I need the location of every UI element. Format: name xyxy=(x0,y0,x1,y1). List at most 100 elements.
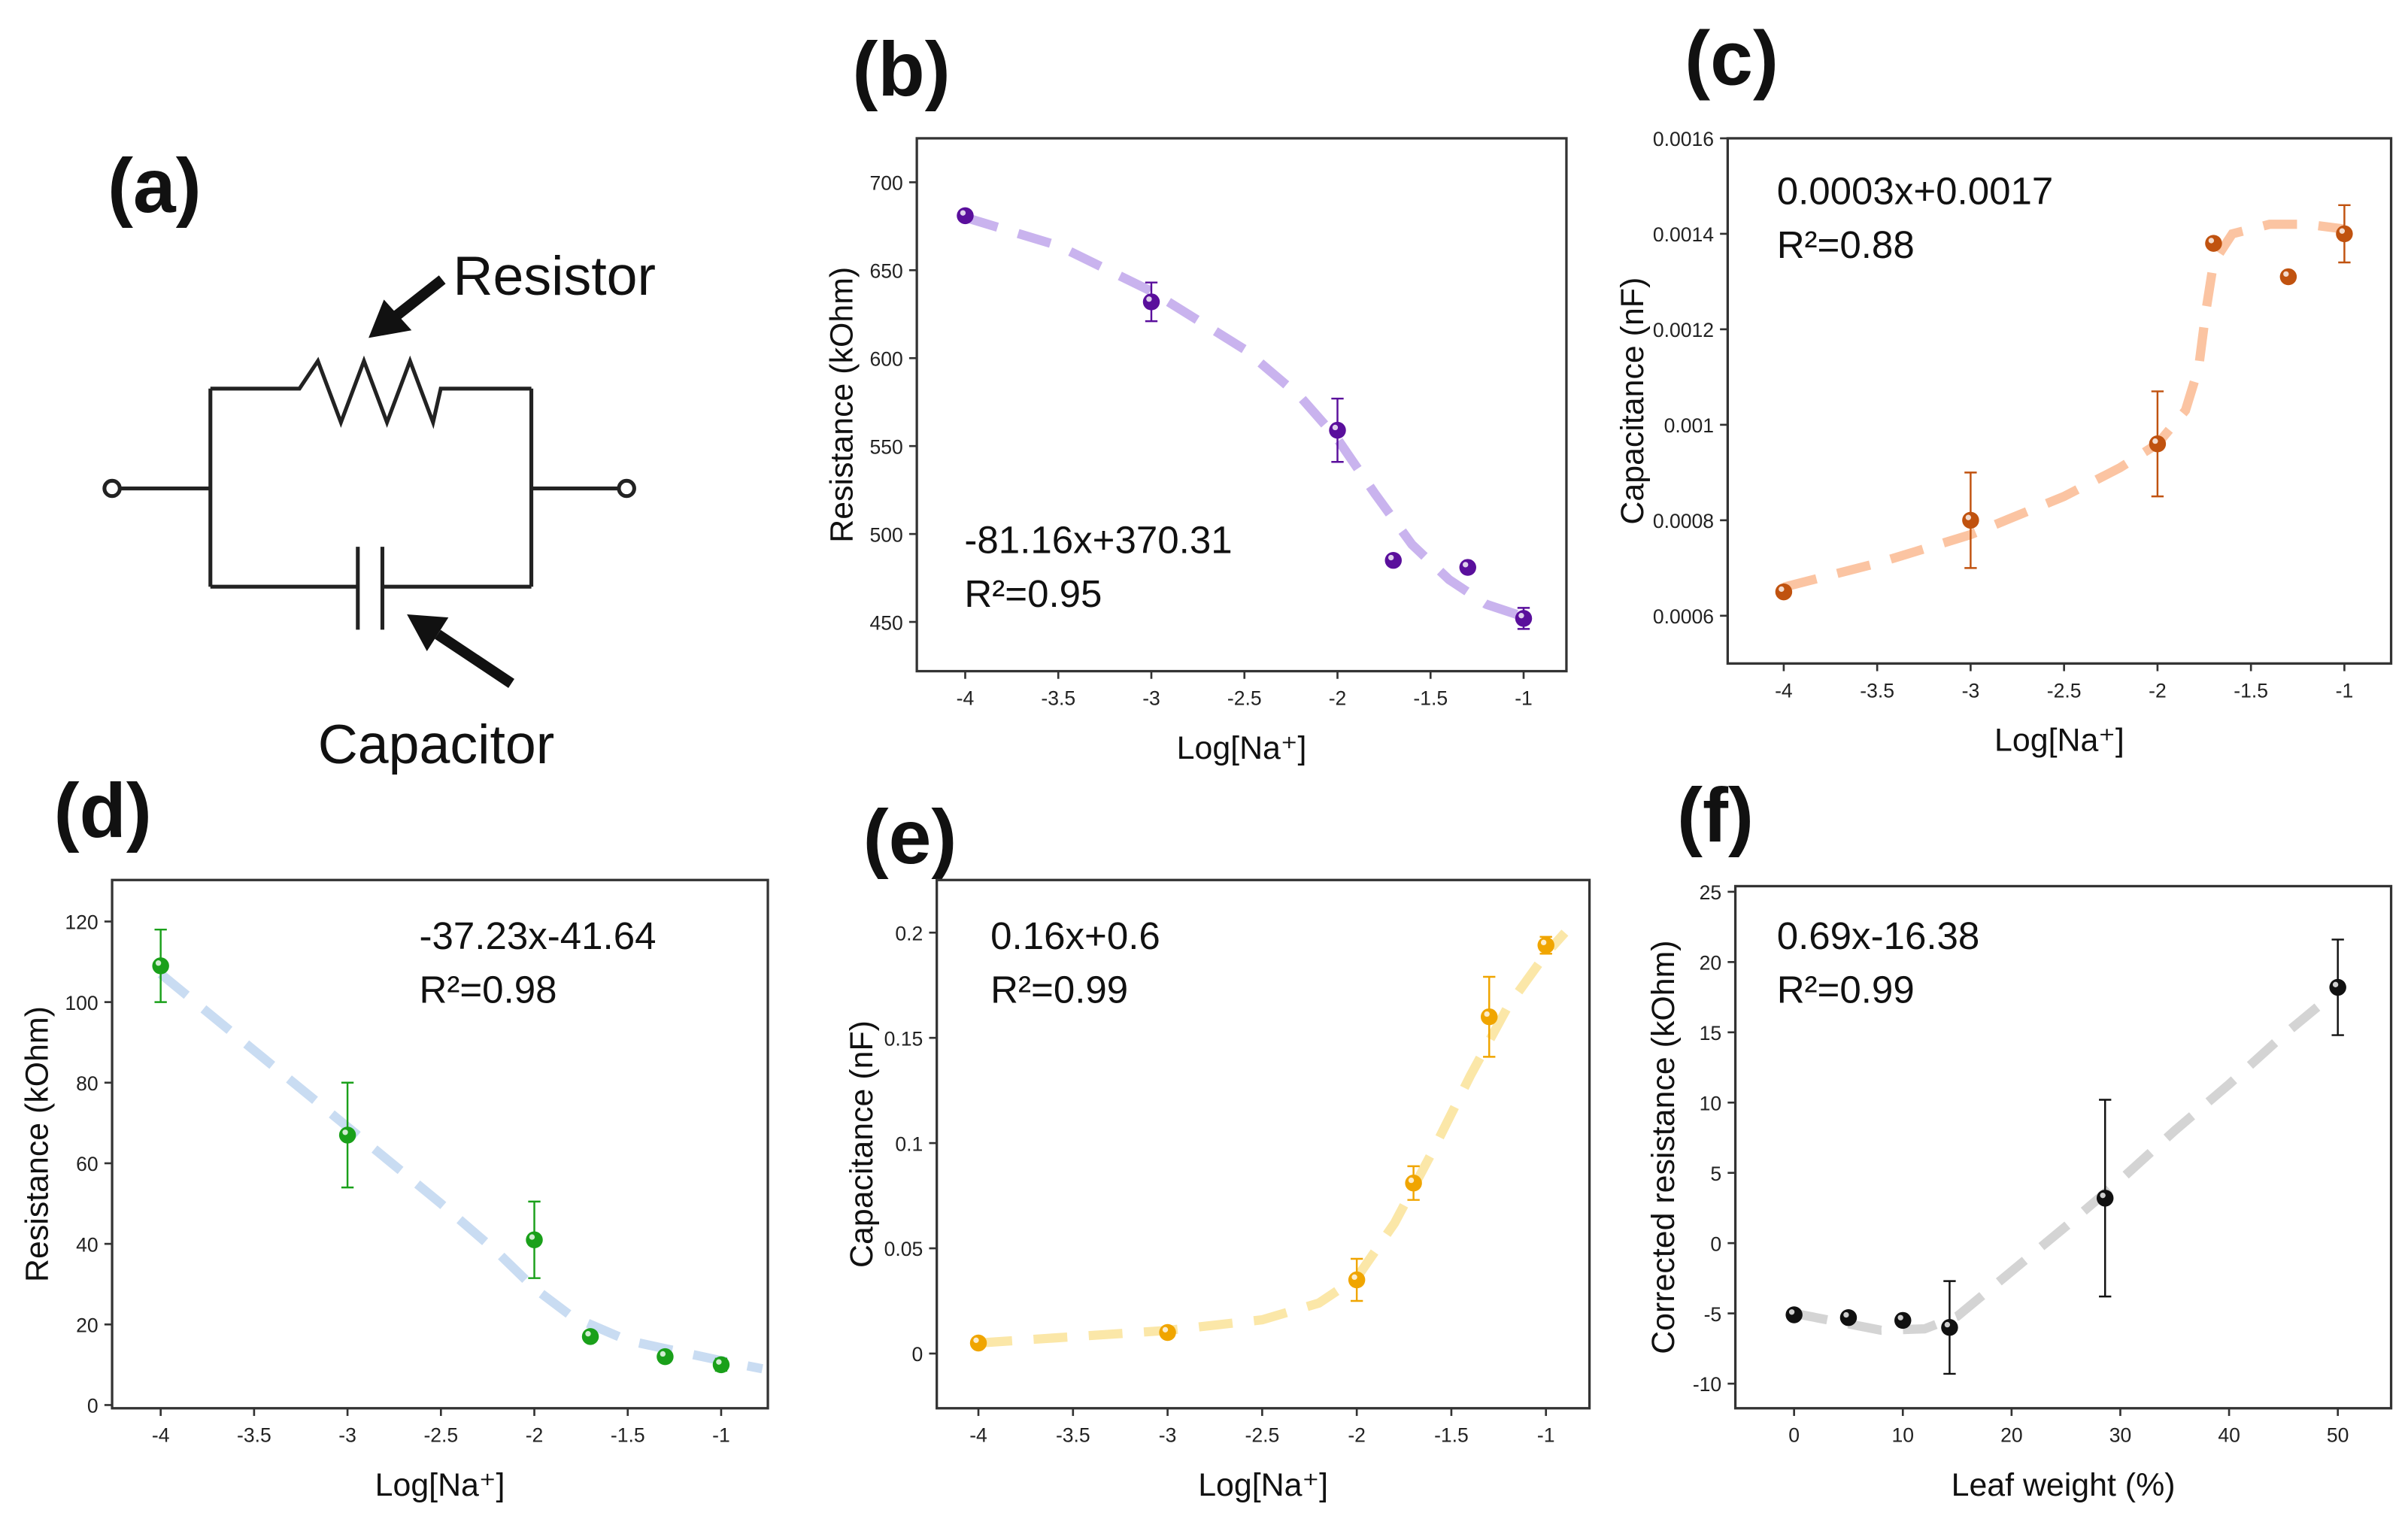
r-squared: R²=0.99 xyxy=(990,969,1128,1011)
marker xyxy=(2149,435,2167,453)
r-squared: R²=0.99 xyxy=(1777,969,1915,1011)
x-tick-label: -2 xyxy=(526,1424,544,1447)
marker-highlight xyxy=(1351,1274,1357,1281)
x-tick-label: 0 xyxy=(1788,1424,1800,1447)
x-tick-label: -2.5 xyxy=(2047,679,2082,702)
marker-highlight xyxy=(1463,562,1469,568)
marker-highlight xyxy=(1843,1311,1849,1318)
data-point xyxy=(1481,975,1498,1058)
data-point xyxy=(1142,281,1160,323)
chart-b: -4 -3.5 -3 -2.5 -2 -1.5 -1 450 500 550 600 650 700 Lo… xyxy=(823,137,1568,766)
x-tick-label: 10 xyxy=(1891,1424,1914,1447)
data-point xyxy=(957,207,974,225)
y-tick-label: 0.0008 xyxy=(1653,510,1714,532)
data-point xyxy=(1159,1323,1176,1342)
marker-highlight xyxy=(716,1359,722,1365)
arrow-icon xyxy=(368,275,446,338)
marker xyxy=(581,1328,599,1345)
marker-highlight xyxy=(1518,613,1524,619)
y-tick-label: -5 xyxy=(1704,1303,1722,1326)
y-axis-label: Capacitance (nF) xyxy=(844,1020,880,1268)
y-tick-label: 700 xyxy=(869,172,902,195)
x-tick-label: -4 xyxy=(969,1424,987,1447)
marker xyxy=(1894,1311,1912,1329)
x-tick-label: -3 xyxy=(1159,1424,1177,1447)
x-tick-label: -2 xyxy=(1329,687,1347,709)
panel-label-f: (f) xyxy=(1677,772,1754,858)
y-tick-label: 120 xyxy=(65,911,98,934)
y-tick-label: 0.001 xyxy=(1664,414,1714,437)
arrow-icon xyxy=(407,614,514,688)
marker xyxy=(526,1231,543,1248)
marker xyxy=(1348,1271,1366,1289)
data-point xyxy=(581,1328,599,1345)
y-tick-label: 0 xyxy=(87,1395,99,1417)
marker-highlight xyxy=(2332,981,2339,987)
x-axis-label: Log[Na⁺] xyxy=(375,1467,505,1503)
x-tick-label: -4 xyxy=(152,1424,170,1447)
x-tick-label: -1 xyxy=(1515,687,1533,709)
r-squared: R²=0.95 xyxy=(964,572,1102,615)
marker xyxy=(2205,235,2222,252)
data-point xyxy=(1459,559,1476,576)
x-tick-label: -1 xyxy=(2336,679,2354,702)
terminal-right xyxy=(617,478,636,499)
marker xyxy=(1384,551,1402,569)
x-tick-label: -4 xyxy=(1775,679,1793,702)
x-axis-label: Leaf weight (%) xyxy=(1952,1467,2176,1503)
terminal-left xyxy=(102,478,122,499)
data-point xyxy=(1329,397,1346,463)
marker xyxy=(957,207,974,225)
marker xyxy=(1515,610,1533,627)
y-tick-label: 650 xyxy=(869,260,902,283)
data-point xyxy=(1941,1280,1958,1375)
panel-label-d: (d) xyxy=(53,768,151,853)
x-tick-label: -3.5 xyxy=(1056,1424,1090,1447)
chart-d: -4 -3.5 -3 -2.5 -2 -1.5 -1 0 20 40 60 80 100 120 Log[N… xyxy=(19,878,769,1503)
y-axis-label: Corrected resistance (kOhm) xyxy=(1645,940,1682,1354)
marker-highlight xyxy=(1408,1177,1415,1184)
x-axis-label: Log[Na⁺] xyxy=(1198,1467,1328,1503)
marker xyxy=(1459,559,1476,576)
y-tick-label: 0.0014 xyxy=(1653,223,1714,246)
y-tick-label: 500 xyxy=(869,523,902,546)
fit-equation: 0.16x+0.6 xyxy=(990,914,1160,957)
marker-highlight xyxy=(1484,1011,1490,1017)
marker xyxy=(1405,1175,1422,1192)
r-squared: R²=0.98 xyxy=(419,969,557,1011)
marker xyxy=(1839,1308,1858,1326)
y-tick-label: 80 xyxy=(76,1072,99,1095)
x-tick-label: -2.5 xyxy=(1245,1424,1280,1447)
x-axis-label: Log[Na⁺] xyxy=(1994,723,2124,759)
x-tick-label: -2 xyxy=(1348,1424,1366,1447)
panel-label-b: (b) xyxy=(852,26,950,112)
marker-highlight xyxy=(2208,238,2215,244)
marker-highlight xyxy=(960,210,966,216)
x-tick-label: -1 xyxy=(1537,1424,1555,1447)
data-point xyxy=(2149,390,2167,498)
marker xyxy=(969,1334,987,1352)
data-point xyxy=(152,928,169,1003)
marker xyxy=(1785,1306,1803,1323)
capacitor-label: Capacitor xyxy=(318,713,555,775)
x-tick-label: -1 xyxy=(712,1424,730,1447)
data-point xyxy=(526,1200,543,1279)
circuit-diagram: (a) Resistor Capacitor xyxy=(102,143,656,775)
data-point xyxy=(1839,1308,1858,1326)
data-point xyxy=(969,1334,987,1352)
marker-highlight xyxy=(342,1129,348,1135)
data-point xyxy=(1775,583,1793,601)
marker-highlight xyxy=(1897,1314,1903,1320)
y-tick-label: -10 xyxy=(1693,1373,1721,1396)
x-tick-label: -2.5 xyxy=(423,1424,458,1447)
x-tick-label: -3.5 xyxy=(1860,679,1894,702)
chart-f: 0 10 20 30 40 50 -10 -5 0 5 10 15 20 25 Leaf weight (%… xyxy=(1645,881,2393,1503)
y-tick-label: 0.05 xyxy=(884,1238,923,1260)
y-axis-label: Capacitance (nF) xyxy=(1615,277,1651,525)
x-tick-label: -3 xyxy=(1962,679,1980,702)
marker-highlight xyxy=(1540,939,1547,946)
data-point xyxy=(1962,471,1979,569)
marker xyxy=(2096,1190,2114,1207)
y-tick-label: 100 xyxy=(65,992,98,1014)
